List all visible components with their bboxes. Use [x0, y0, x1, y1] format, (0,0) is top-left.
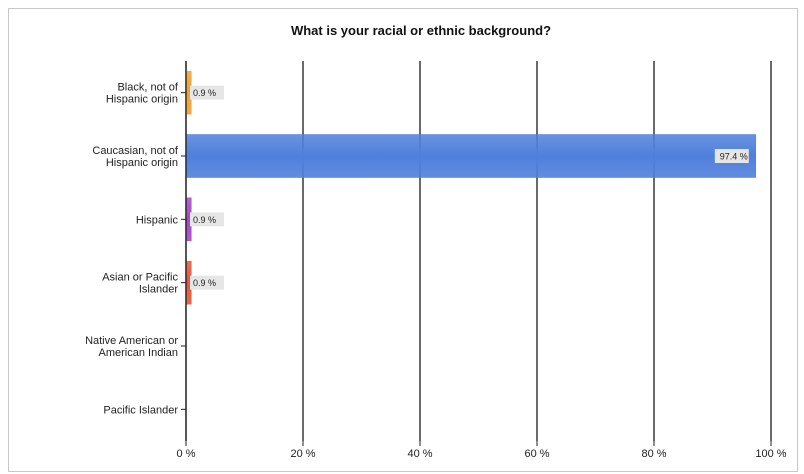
category-label: Asian or Pacific Islander	[102, 272, 178, 296]
grid-layer	[185, 61, 772, 441]
bar-chart: What is your racial or ethnic background…	[85, 23, 787, 460]
value-label: 97.4 %	[720, 152, 748, 162]
axis-layer: 0 % 20 % 40 % 60 % 80 % 100 % Black, not of His…	[85, 61, 787, 460]
value-label-bg	[714, 149, 749, 163]
x-tick-label: 40 %	[407, 448, 432, 460]
category-label: Hispanic	[136, 214, 179, 226]
category-label: Black, not of Hispanic origin	[106, 82, 179, 106]
category-label: Caucasian, not of Hispanic origin	[92, 145, 179, 169]
chart-frame: What is your racial or ethnic background…	[8, 8, 798, 472]
value-label-bg	[190, 212, 224, 227]
x-tick-label: 0 %	[177, 448, 196, 460]
x-tick-label: 60 %	[524, 448, 549, 460]
x-tick-label: 100 %	[755, 448, 786, 460]
x-tick-label: 80 %	[641, 448, 666, 460]
bar	[185, 134, 757, 178]
value-label-bg	[190, 85, 224, 100]
chart-title: What is your racial or ethnic background…	[291, 23, 551, 38]
bars-layer: 0.9 % 97.4 % 0.9 % 0.9 %	[185, 70, 757, 305]
value-label: 0.9 %	[193, 88, 216, 98]
category-label: Native American or American Indian	[85, 335, 178, 359]
x-tick-label: 20 %	[290, 448, 315, 460]
value-label: 0.9 %	[193, 278, 216, 288]
category-label: Pacific Islander	[103, 404, 178, 416]
value-label: 0.9 %	[193, 215, 216, 225]
value-label-bg	[190, 275, 224, 290]
